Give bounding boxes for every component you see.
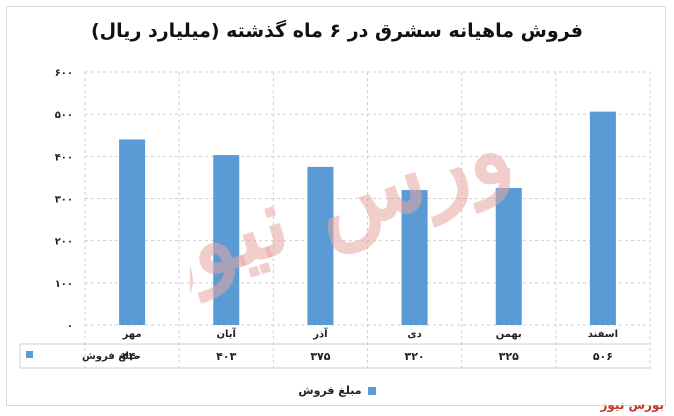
y-tick-label: ۲۰۰ xyxy=(55,237,73,248)
data-label: ۴۴۰ xyxy=(122,350,142,363)
bar xyxy=(119,139,146,325)
y-tick-label: ۱۰۰ xyxy=(55,279,73,290)
y-tick-label: ۴۰۰ xyxy=(55,152,73,163)
bar xyxy=(589,111,616,326)
data-label: ۳۲۵ xyxy=(499,350,519,363)
chart-title: فروش ماهیانه سشرق در ۶ ماه گذشته (میلیار… xyxy=(91,20,583,42)
table-series-swatch xyxy=(26,351,33,358)
chart-grid xyxy=(84,71,651,370)
table-series-label: مبلغ فروش xyxy=(82,351,139,362)
data-label: ۵۰۶ xyxy=(593,350,613,363)
bar xyxy=(307,166,334,325)
x-category-label: اسفند xyxy=(588,329,618,340)
legend-swatch xyxy=(367,386,376,395)
chart-bars xyxy=(119,111,616,326)
y-axis-labels: ۰ ۱۰۰ ۲۰۰ ۳۰۰ ۴۰۰ ۵۰۰ ۶۰۰ xyxy=(55,68,73,332)
x-category-label: مهر xyxy=(122,329,142,340)
y-tick-label: ۵۰۰ xyxy=(55,110,73,121)
brand-label: بورس نیوز xyxy=(600,398,664,412)
data-table: مهر ۴۴۰ آبان ۴۰۳ آذر ۳۷۵ دی ۳۲۰ بهمن ۳۲۵ اسفند ۵۰۶ م… xyxy=(19,327,650,369)
data-label: ۴۰۳ xyxy=(216,350,236,363)
x-category-label: آذر xyxy=(312,327,328,340)
x-category-label: بهمن xyxy=(496,329,522,340)
x-category-label: آبان xyxy=(217,327,237,340)
bar xyxy=(401,190,428,325)
y-tick-label: ۳۰۰ xyxy=(55,195,73,206)
legend-label: مبلغ فروش xyxy=(298,384,362,397)
bar xyxy=(495,187,522,325)
x-category-label: دی xyxy=(407,329,421,340)
legend: مبلغ فروش xyxy=(0,384,674,397)
bar xyxy=(213,155,240,325)
y-tick-label: ۶۰۰ xyxy=(55,68,73,79)
y-tick-label: ۰ xyxy=(67,321,73,332)
data-label: ۳۷۵ xyxy=(310,350,330,363)
data-label: ۳۲۰ xyxy=(405,350,425,363)
